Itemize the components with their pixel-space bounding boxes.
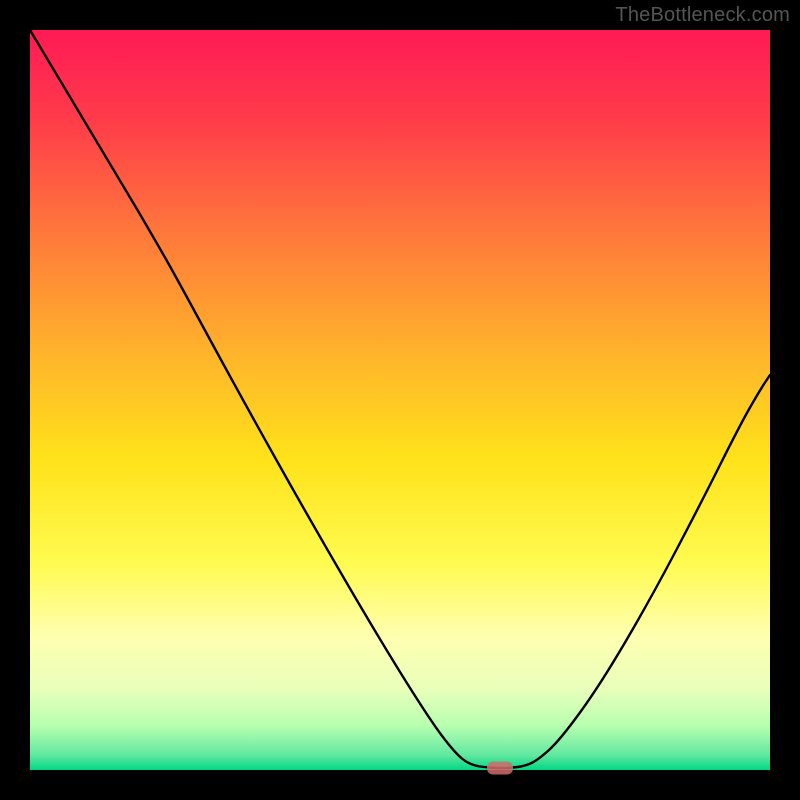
optimal-marker xyxy=(487,762,513,775)
bottleneck-chart xyxy=(0,0,800,800)
chart-container: TheBottleneck.com xyxy=(0,0,800,800)
chart-background xyxy=(30,30,770,770)
watermark-label: TheBottleneck.com xyxy=(615,4,790,27)
